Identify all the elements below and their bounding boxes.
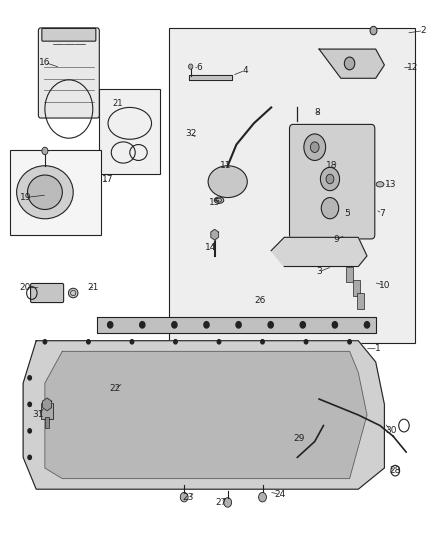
Polygon shape bbox=[211, 229, 219, 240]
Ellipse shape bbox=[258, 492, 266, 502]
Polygon shape bbox=[42, 398, 52, 411]
Circle shape bbox=[364, 321, 370, 328]
Polygon shape bbox=[97, 317, 376, 333]
Text: 2: 2 bbox=[421, 26, 426, 35]
Text: 21: 21 bbox=[113, 100, 123, 109]
Circle shape bbox=[236, 321, 241, 328]
Circle shape bbox=[188, 64, 193, 69]
Circle shape bbox=[311, 142, 319, 152]
Circle shape bbox=[217, 340, 221, 344]
Ellipse shape bbox=[180, 492, 188, 502]
Circle shape bbox=[321, 167, 339, 191]
FancyBboxPatch shape bbox=[290, 124, 375, 239]
Text: 17: 17 bbox=[102, 174, 114, 183]
Circle shape bbox=[304, 134, 325, 160]
Circle shape bbox=[204, 321, 209, 328]
Polygon shape bbox=[23, 341, 385, 489]
Text: 20: 20 bbox=[20, 283, 31, 292]
Circle shape bbox=[321, 198, 339, 219]
Text: 3: 3 bbox=[316, 268, 322, 276]
Text: 7: 7 bbox=[379, 209, 385, 218]
FancyBboxPatch shape bbox=[39, 28, 99, 118]
FancyBboxPatch shape bbox=[31, 284, 64, 303]
Circle shape bbox=[28, 402, 32, 407]
Ellipse shape bbox=[17, 166, 73, 219]
Ellipse shape bbox=[208, 166, 247, 198]
Polygon shape bbox=[271, 237, 367, 266]
Text: 9: 9 bbox=[334, 236, 339, 245]
Bar bbox=[10, 150, 102, 235]
Circle shape bbox=[304, 340, 308, 344]
Circle shape bbox=[348, 340, 351, 344]
Ellipse shape bbox=[214, 197, 224, 204]
Text: 21: 21 bbox=[87, 283, 99, 292]
Text: 16: 16 bbox=[39, 58, 51, 67]
Circle shape bbox=[261, 340, 264, 344]
Circle shape bbox=[174, 340, 177, 344]
Ellipse shape bbox=[28, 175, 62, 209]
Text: 13: 13 bbox=[385, 180, 397, 189]
FancyBboxPatch shape bbox=[353, 280, 360, 296]
Circle shape bbox=[344, 57, 355, 70]
Circle shape bbox=[326, 174, 334, 184]
Ellipse shape bbox=[68, 288, 78, 298]
Text: 6: 6 bbox=[197, 63, 202, 72]
Circle shape bbox=[140, 321, 145, 328]
Circle shape bbox=[43, 340, 47, 344]
Text: 30: 30 bbox=[385, 426, 397, 435]
Text: 22: 22 bbox=[109, 384, 120, 393]
Text: 8: 8 bbox=[314, 108, 320, 117]
Polygon shape bbox=[188, 75, 232, 80]
Circle shape bbox=[130, 340, 134, 344]
Text: 12: 12 bbox=[407, 63, 418, 72]
Circle shape bbox=[332, 321, 338, 328]
Text: 23: 23 bbox=[183, 492, 194, 502]
Circle shape bbox=[268, 321, 273, 328]
Text: 24: 24 bbox=[274, 490, 286, 499]
Circle shape bbox=[28, 376, 32, 380]
Text: 10: 10 bbox=[378, 280, 390, 289]
Text: 28: 28 bbox=[389, 466, 401, 475]
Circle shape bbox=[108, 321, 113, 328]
Ellipse shape bbox=[224, 498, 232, 507]
Circle shape bbox=[28, 455, 32, 459]
Text: 29: 29 bbox=[294, 434, 305, 443]
Text: 27: 27 bbox=[215, 498, 227, 507]
Text: 11: 11 bbox=[220, 161, 231, 170]
FancyBboxPatch shape bbox=[42, 28, 96, 41]
Text: 5: 5 bbox=[345, 209, 350, 218]
Circle shape bbox=[370, 26, 377, 35]
Circle shape bbox=[28, 429, 32, 433]
Ellipse shape bbox=[376, 182, 384, 187]
Text: 31: 31 bbox=[33, 410, 44, 419]
Polygon shape bbox=[319, 49, 385, 78]
Circle shape bbox=[42, 147, 48, 155]
Bar bbox=[99, 89, 160, 174]
Text: 15: 15 bbox=[209, 198, 220, 207]
FancyBboxPatch shape bbox=[346, 266, 353, 282]
Circle shape bbox=[300, 321, 305, 328]
Text: 26: 26 bbox=[254, 296, 266, 305]
Text: 4: 4 bbox=[242, 66, 248, 75]
Text: 18: 18 bbox=[326, 161, 338, 170]
Text: 19: 19 bbox=[20, 193, 31, 202]
Text: 32: 32 bbox=[185, 130, 196, 139]
FancyBboxPatch shape bbox=[41, 403, 53, 419]
Polygon shape bbox=[45, 351, 367, 479]
Bar bbox=[46, 417, 49, 428]
FancyBboxPatch shape bbox=[169, 28, 415, 343]
Circle shape bbox=[172, 321, 177, 328]
Text: 14: 14 bbox=[205, 244, 216, 253]
Text: 1: 1 bbox=[375, 344, 381, 353]
FancyBboxPatch shape bbox=[357, 293, 364, 309]
Circle shape bbox=[87, 340, 90, 344]
